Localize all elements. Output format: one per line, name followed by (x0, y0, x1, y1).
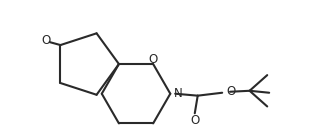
Text: O: O (148, 53, 158, 66)
Text: O: O (41, 34, 51, 47)
Text: O: O (190, 114, 199, 127)
Text: O: O (226, 85, 235, 98)
Text: N: N (174, 87, 183, 100)
